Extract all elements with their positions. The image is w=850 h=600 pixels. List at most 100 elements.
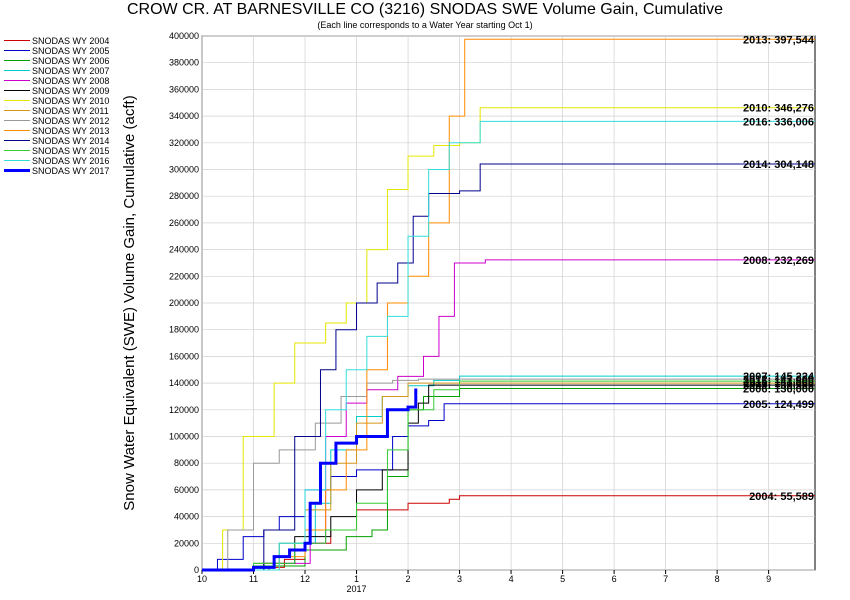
- y-tick-label: 120000: [169, 405, 199, 415]
- legend-item: SNODAS WY 2006: [4, 56, 129, 66]
- series-end-label: 2016: 336,006: [743, 116, 814, 128]
- series-end-label: 2007: 145,224: [743, 371, 815, 383]
- legend-label: SNODAS WY 2012: [32, 116, 110, 126]
- y-tick-label: 60000: [174, 485, 199, 495]
- x-tick-label: 6: [612, 574, 617, 584]
- legend-swatch: [4, 169, 30, 172]
- series-line: [202, 382, 815, 571]
- legend: SNODAS WY 2004 SNODAS WY 2005 SNODAS WY 20…: [4, 36, 129, 176]
- legend-swatch: [4, 150, 30, 151]
- y-tick-label: 400000: [169, 31, 199, 41]
- x-tick-label: 9: [766, 574, 771, 584]
- legend-swatch: [4, 80, 30, 81]
- series-line: [202, 495, 815, 571]
- legend-swatch: [4, 120, 30, 121]
- legend-label: SNODAS WY 2009: [32, 86, 110, 96]
- y-axis-label: Snow Water Equivalent (SWE) Volume Gain,…: [121, 95, 138, 510]
- x-tick-label: 8: [715, 574, 720, 584]
- series-line: [202, 388, 418, 572]
- y-tick-label: 240000: [169, 245, 199, 255]
- legend-label: SNODAS WY 2011: [32, 106, 109, 116]
- y-tick-label: 100000: [169, 432, 199, 442]
- x-tick-label: 2: [406, 574, 411, 584]
- y-tick-label: 360000: [169, 84, 199, 94]
- series-line: [202, 403, 815, 571]
- legend-item: SNODAS WY 2005: [4, 46, 129, 56]
- legend-label: SNODAS WY 2015: [32, 146, 110, 156]
- legend-label: SNODAS WY 2004: [32, 36, 110, 46]
- legend-swatch: [4, 110, 30, 111]
- legend-label: SNODAS WY 2008: [32, 76, 110, 86]
- series-line: [202, 163, 815, 571]
- series-end-label: 2005: 124,499: [743, 399, 814, 411]
- y-tick-label: 220000: [169, 271, 199, 281]
- legend-item: SNODAS WY 2017: [4, 166, 129, 176]
- series-line: [202, 387, 815, 571]
- series-end-label: 2014: 304,148: [743, 159, 814, 171]
- series-line: [202, 38, 815, 571]
- legend-swatch: [4, 40, 30, 41]
- y-tick-label: 320000: [169, 138, 199, 148]
- legend-label: SNODAS WY 2016: [32, 156, 110, 166]
- series-end-label: 2015: 141,500: [743, 376, 814, 388]
- legend-item: SNODAS WY 2013: [4, 126, 129, 136]
- legend-label: SNODAS WY 2010: [32, 96, 110, 106]
- series-line: [202, 378, 815, 571]
- legend-label: SNODAS WY 2007: [32, 66, 110, 76]
- series-line: [202, 380, 815, 571]
- chart-title: CROW CR. AT BARNESVILLE CO (3216) SNODAS…: [126, 1, 724, 18]
- legend-swatch: [4, 130, 30, 131]
- x-year-label: 2017: [347, 584, 367, 594]
- legend-item: SNODAS WY 2009: [4, 86, 129, 96]
- y-tick-label: 80000: [174, 458, 199, 468]
- series-line: [202, 120, 815, 571]
- y-tick-label: 40000: [174, 512, 199, 522]
- series-end-label: 2013: 397,544: [743, 34, 815, 46]
- y-tick-label: 0: [194, 565, 199, 575]
- x-tick-label: 5: [560, 574, 565, 584]
- y-tick-label: 20000: [174, 538, 199, 548]
- y-tick-label: 180000: [169, 325, 199, 335]
- y-tick-label: 160000: [169, 351, 199, 361]
- x-tick-label: 11: [249, 574, 258, 584]
- series-end-label: 2010: 346,276: [743, 103, 814, 115]
- y-tick-label: 340000: [169, 111, 199, 121]
- x-tick-label: 12: [300, 574, 310, 584]
- x-tick-label: 4: [509, 574, 514, 584]
- y-tick-label: 280000: [169, 191, 199, 201]
- legend-item: SNODAS WY 2016: [4, 156, 129, 166]
- series-end-label: 2006: 136,000: [743, 383, 814, 395]
- y-tick-label: 260000: [169, 218, 199, 228]
- series-end-label: 2008: 232,269: [743, 255, 814, 267]
- x-tick-label: 7: [663, 574, 668, 584]
- x-tick-label: 10: [197, 574, 207, 584]
- series-line: [202, 375, 815, 571]
- y-tick-label: 200000: [169, 298, 199, 308]
- legend-label: SNODAS WY 2013: [32, 126, 110, 136]
- series-line: [202, 107, 815, 571]
- legend-label: SNODAS WY 2017: [32, 166, 110, 176]
- legend-item: SNODAS WY 2012: [4, 116, 129, 126]
- series-line: [202, 259, 815, 571]
- y-tick-label: 380000: [169, 58, 199, 68]
- y-tick-label: 140000: [169, 378, 199, 388]
- series-line: [202, 384, 815, 571]
- x-tick-label: 1: [354, 574, 359, 584]
- legend-label: SNODAS WY 2006: [32, 56, 110, 66]
- legend-item: SNODAS WY 2011: [4, 106, 129, 116]
- legend-item: SNODAS WY 2004: [4, 36, 129, 46]
- chart-subtitle: (Each line corresponds to a Water Year s…: [317, 20, 533, 30]
- legend-swatch: [4, 140, 30, 141]
- legend-swatch: [4, 60, 30, 61]
- legend-label: SNODAS WY 2014: [32, 136, 110, 146]
- legend-item: SNODAS WY 2007: [4, 66, 129, 76]
- legend-item: SNODAS WY 2008: [4, 76, 129, 86]
- legend-item: SNODAS WY 2014: [4, 136, 129, 146]
- y-tick-label: 300000: [169, 165, 199, 175]
- series-end-label: 2004: 55,589: [749, 491, 814, 503]
- legend-swatch: [4, 100, 30, 101]
- legend-swatch: [4, 50, 30, 51]
- legend-label: SNODAS WY 2005: [32, 46, 110, 56]
- legend-swatch: [4, 70, 30, 71]
